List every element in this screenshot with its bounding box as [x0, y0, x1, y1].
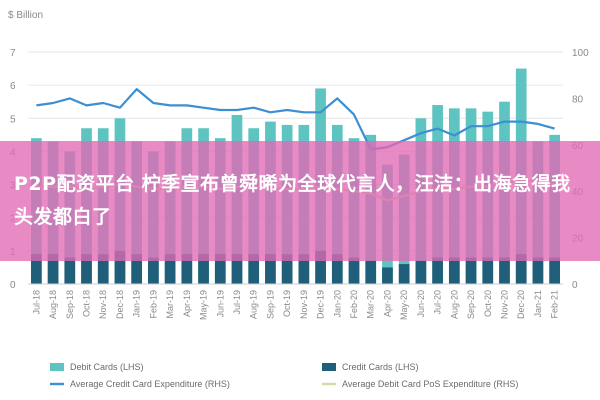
bar-credit	[499, 257, 510, 284]
x-tick-label: Oct-20	[483, 290, 493, 317]
x-tick-label: Nov-20	[499, 290, 509, 319]
bar-credit	[382, 267, 393, 284]
x-tick-label: Feb-20	[349, 290, 359, 319]
bar-credit	[515, 254, 527, 284]
x-tick-label: Oct-18	[82, 290, 92, 317]
right-tick-label: 80	[572, 94, 584, 105]
right-tick-label: 0	[572, 280, 578, 291]
x-tick-label: Jan-21	[533, 290, 543, 318]
x-tick-label: Dec-20	[516, 290, 526, 319]
x-tick-label: Apr-20	[382, 290, 392, 317]
bar-credit	[164, 254, 176, 284]
x-tick-label: Jan-19	[132, 290, 142, 318]
overlay-banner	[0, 141, 600, 261]
x-tick-label: Jul-18	[31, 290, 41, 315]
legend-label: Credit Cards (LHS)	[342, 362, 419, 372]
bar-credit	[348, 257, 360, 284]
bar-credit	[148, 257, 159, 284]
x-tick-label: Sep-19	[265, 290, 275, 319]
x-tick-label: Jun-19	[215, 290, 225, 318]
bar-credit	[465, 257, 477, 284]
bar-credit	[198, 254, 209, 284]
x-tick-label: Feb-21	[550, 290, 560, 319]
x-tick-label: Apr-19	[182, 290, 192, 317]
left-tick-label: 0	[10, 280, 16, 291]
x-tick-label: Feb-19	[148, 290, 158, 319]
bar-credit	[181, 254, 193, 284]
bar-credit	[365, 260, 377, 284]
bar-credit	[315, 250, 326, 284]
legend-swatch	[50, 363, 64, 371]
bar-credit	[415, 260, 427, 284]
x-tick-label: May-20	[399, 290, 409, 320]
bar-credit	[398, 264, 410, 284]
bar-credit	[64, 257, 76, 284]
bar-credit	[114, 250, 126, 284]
x-tick-label: Mar-19	[165, 290, 175, 319]
right-tick-label: 100	[572, 48, 589, 59]
unit-label: $ Billion	[8, 10, 43, 21]
legend-label: Debit Cards (LHS)	[70, 362, 144, 372]
bar-credit	[231, 254, 243, 284]
x-tick-label: Jul-19	[232, 290, 242, 315]
left-tick-label: 6	[10, 81, 16, 92]
bar-credit	[97, 254, 109, 284]
banner-headline: P2P配资平台 柠季宣布曾舜晞为全球代言人，汪洁：出海急得我头发都白了	[14, 173, 571, 228]
bar-credit	[265, 254, 276, 284]
x-tick-label: Aug-18	[48, 290, 58, 319]
legend-swatch	[322, 363, 336, 371]
left-tick-label: 5	[10, 114, 16, 125]
x-tick-label: Mar-20	[366, 290, 376, 319]
x-tick-label: Jun-20	[416, 290, 426, 318]
left-tick-label: 7	[10, 48, 16, 59]
bar-credit	[448, 257, 460, 284]
bar-credit	[47, 254, 59, 284]
x-tick-label: May-19	[199, 290, 209, 320]
x-tick-label: Dec-19	[316, 290, 326, 319]
bar-credit	[31, 254, 42, 284]
x-tick-label: Nov-18	[98, 290, 108, 319]
legend-label: Average Credit Card Expenditure (RHS)	[70, 379, 230, 389]
x-tick-label: Jan-20	[332, 290, 342, 318]
x-tick-label: Jul-20	[433, 290, 443, 315]
bar-credit	[549, 257, 560, 284]
x-tick-label: Nov-19	[299, 290, 309, 319]
x-tick-label: Dec-18	[115, 290, 125, 319]
bar-credit	[131, 254, 143, 284]
x-tick-label: Oct-19	[282, 290, 292, 317]
bar-credit	[214, 254, 226, 284]
bar-credit	[281, 254, 293, 284]
bar-credit	[482, 257, 494, 284]
bar-credit	[331, 254, 343, 284]
legend: Debit Cards (LHS) Credit Cards (LHS) Avera…	[50, 362, 518, 389]
x-tick-label: Aug-20	[449, 290, 459, 319]
x-tick-label: Aug-19	[249, 290, 259, 319]
x-axis: Jul-18 Aug-18 Sep-18 Oct-18 Nov-18 Dec-18 Jan-…	[28, 283, 563, 320]
x-tick-label: Sep-18	[65, 290, 75, 319]
legend-label: Average Debit Card PoS Expenditure (RHS)	[342, 379, 518, 389]
x-tick-label: Sep-20	[466, 290, 476, 319]
bar-credit	[248, 254, 260, 284]
bar-credit	[81, 254, 92, 284]
bar-credit	[532, 257, 544, 284]
line-credit-expenditure	[36, 87, 555, 151]
bar-credit	[432, 257, 443, 284]
bar-credit	[298, 254, 310, 284]
